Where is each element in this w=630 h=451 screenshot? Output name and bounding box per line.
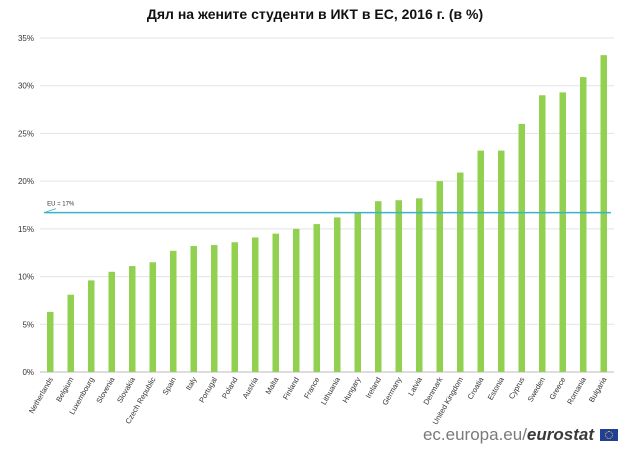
x-tick-label: Sweden	[526, 376, 547, 404]
x-tick-label: Bulgaria	[587, 375, 609, 404]
eu-flag-icon	[600, 429, 618, 441]
bar	[395, 200, 402, 372]
y-axis: 0% 5% 10% 15% 20% 25% 30% 35%	[18, 34, 34, 377]
bar	[580, 77, 587, 372]
x-tick-label: Finland	[281, 376, 301, 402]
bar	[559, 92, 566, 372]
brand-name: eurostat	[526, 425, 594, 444]
eu-average-label: EU = 17%	[47, 202, 75, 208]
bar	[518, 123, 525, 372]
y-tick-label: 35%	[18, 34, 34, 43]
x-tick-label: Belgium	[54, 376, 75, 404]
x-tick-label: Ireland	[364, 376, 383, 400]
x-tick-label: Italy	[184, 375, 199, 392]
x-tick-label: Malta	[264, 375, 281, 396]
y-tick-label: 15%	[18, 225, 34, 234]
bar	[477, 150, 484, 372]
source-url: ec.europa.eu/	[422, 425, 527, 444]
x-tick-label: Hungary	[341, 375, 363, 404]
bar	[498, 150, 505, 372]
bar	[293, 228, 300, 372]
x-tick-label: Estonia	[486, 375, 507, 402]
y-tick-label: 25%	[18, 129, 34, 138]
bar	[600, 55, 607, 372]
x-tick-label: Poland	[220, 376, 239, 401]
y-tick-label: 0%	[22, 368, 34, 377]
footer: ec.europa.eu/eurostat	[423, 425, 618, 445]
x-tick-label: Slovenia	[94, 375, 117, 405]
y-tick-label: 5%	[22, 320, 34, 329]
x-tick-label: Slovakia	[115, 375, 137, 405]
x-tick-label: Spain	[161, 376, 178, 397]
bar	[436, 181, 443, 372]
bar	[170, 250, 177, 372]
y-tick-label: 10%	[18, 273, 34, 282]
y-tick-label: 30%	[18, 82, 34, 91]
eu-reference: EU = 17%	[43, 202, 611, 214]
bar	[272, 233, 279, 372]
x-tick-label: Germany	[380, 375, 403, 406]
bar	[313, 224, 320, 372]
x-tick-label: Austria	[241, 375, 261, 400]
bar	[211, 245, 218, 372]
bar	[375, 201, 382, 372]
x-tick-label: Latvia	[406, 375, 424, 398]
bar	[129, 266, 136, 372]
bar	[354, 212, 361, 372]
bar	[252, 237, 259, 372]
bar	[190, 246, 197, 372]
x-tick-label: Cyprus	[507, 375, 527, 400]
bar	[88, 280, 95, 372]
x-tick-label: Lithuania	[319, 375, 342, 407]
bar	[149, 262, 156, 372]
bar	[67, 294, 74, 372]
bar	[416, 198, 423, 372]
bar	[457, 172, 464, 372]
y-tick-label: 20%	[18, 177, 34, 186]
grid	[40, 37, 614, 373]
bar	[539, 95, 546, 372]
bar	[47, 311, 54, 372]
x-tick-label: Netherlands	[27, 375, 55, 415]
bar	[231, 242, 238, 372]
x-axis: Netherlands BelgiumLuxembourgSloveniaSlov…	[27, 375, 609, 426]
x-tick-label: France	[302, 376, 321, 401]
bar	[334, 217, 341, 372]
x-tick-label: Croatia	[466, 375, 486, 401]
bars	[47, 55, 607, 372]
x-tick-label: Portugal	[197, 375, 219, 404]
eu-average-leader	[43, 208, 57, 214]
x-tick-label: Romania	[565, 375, 588, 406]
chart-title: Дял на жените студенти в ИКТ в ЕС, 2016 …	[147, 6, 483, 22]
x-tick-label: Greece	[547, 376, 567, 402]
bar	[108, 271, 115, 372]
